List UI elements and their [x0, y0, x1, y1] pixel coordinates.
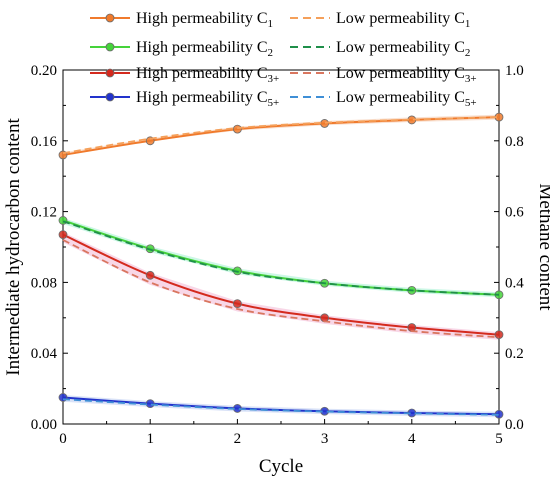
series-line	[62, 116, 500, 156]
y2-tick-label: 0.8	[505, 134, 524, 150]
series-band	[63, 232, 499, 340]
legend-label-subscript: 1	[465, 18, 471, 30]
y2-tick-label: 0.4	[505, 275, 524, 291]
series-lines	[58, 112, 504, 419]
y-tick-label: 0.12	[31, 205, 57, 221]
x-tick-label: 1	[146, 431, 154, 447]
series-point	[145, 399, 155, 409]
x-tick-label: 2	[234, 431, 242, 447]
series-line	[62, 398, 500, 416]
series-line	[62, 219, 500, 296]
legend-label: High permeability C2	[136, 39, 273, 59]
legend-label: Low permeability C3+	[336, 65, 477, 85]
y-tick-label: 0.20	[31, 63, 57, 79]
legend-label-subscript: 3+	[465, 73, 477, 85]
series-line	[62, 233, 500, 336]
legend-label-subscript: 1	[268, 18, 274, 30]
series-line	[62, 220, 500, 296]
series-band	[63, 114, 499, 156]
axis-ticks: 0 1 2 3 4 5 0.00 0.04 0.08 0.12 0.16 0.20 0.0 0.2 0.4 0…	[31, 63, 525, 447]
series-point	[58, 216, 68, 225]
x-axis-title: Cycle	[259, 456, 303, 477]
x-tick-label: 4	[408, 431, 416, 447]
legend-label-subscript: 2	[465, 47, 471, 59]
series-line	[62, 239, 500, 339]
y-tick-label: 0.16	[31, 134, 58, 150]
legend-label-subscript: 2	[268, 47, 274, 59]
legend-label-subscript: 5+	[465, 97, 477, 109]
y2-axis-title: Methane content	[535, 183, 550, 311]
series-point	[232, 299, 242, 309]
series-band	[63, 217, 499, 298]
legend-label: High permeability C3+	[136, 65, 279, 85]
y2-tick-label: 0.0	[505, 417, 524, 433]
y2-tick-label: 0.2	[505, 346, 524, 362]
y-tick-label: 0.08	[31, 275, 57, 291]
x-tick-label: 5	[495, 431, 503, 447]
series-point	[232, 124, 242, 134]
plot-frame	[62, 69, 500, 425]
x-tick-label: 3	[321, 431, 329, 447]
legend-marker	[105, 42, 115, 52]
legend-label: Low permeability C1	[336, 10, 470, 30]
y2-tick-label: 0.6	[505, 205, 524, 221]
legend-label: High permeability C1	[136, 10, 273, 30]
legend-label: Low permeability C5+	[336, 89, 477, 109]
y-tick-label: 0.04	[31, 346, 58, 362]
legend-marker	[105, 13, 115, 23]
legend-label-subscript: 5+	[268, 97, 280, 109]
legend-label: High permeability C5+	[136, 89, 279, 109]
series-point	[58, 230, 68, 240]
legend-marker	[105, 68, 115, 78]
x-tick-label: 0	[59, 431, 67, 447]
series-point	[494, 330, 504, 340]
legend-label-subscript: 3+	[268, 73, 280, 85]
legend-marker	[105, 92, 115, 102]
legend: High permeability C1 Low permeability C1 H…	[90, 10, 477, 109]
series-point	[145, 270, 155, 280]
y-axis-title: Intermediate hydrocarbon content	[3, 118, 24, 376]
legend-label: Low permeability C2	[336, 39, 470, 59]
y-tick-label: 0.00	[31, 417, 57, 433]
series-line	[62, 116, 500, 155]
y2-tick-label: 1.0	[505, 63, 524, 79]
